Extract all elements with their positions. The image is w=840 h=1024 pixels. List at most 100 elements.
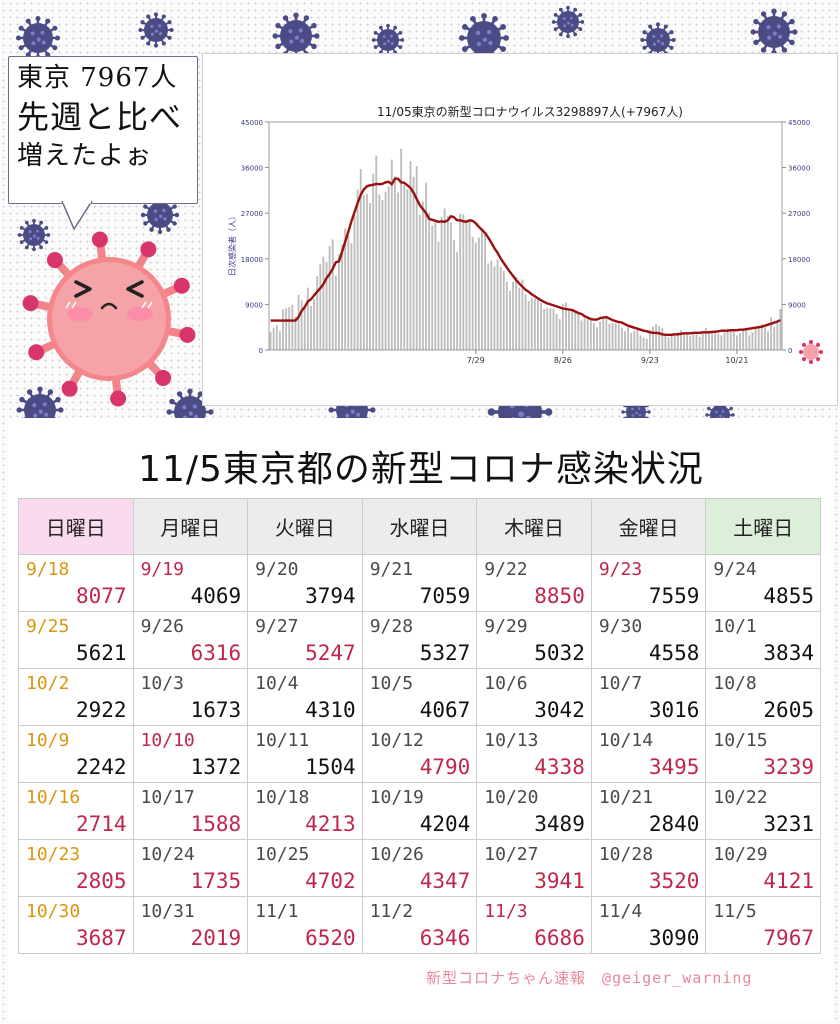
cell-case-count: 3489 [534, 812, 585, 836]
chart-bar [509, 290, 511, 350]
chart-bar [620, 328, 623, 350]
cell-date: 10/5 [369, 673, 414, 694]
table-cell: 10/22 3231 [706, 783, 821, 840]
weekday-header: 日曜日 [19, 499, 134, 555]
footer-credit: 新型コロナちゃん速報 @geiger_warning [426, 969, 753, 987]
cell-case-count: 7967 [763, 926, 814, 950]
chart-bar [285, 308, 288, 350]
chart-bar [409, 161, 412, 350]
x-tick-label: 8/26 [554, 356, 572, 365]
chart-bar [425, 182, 427, 350]
table-cell: 10/7 3016 [591, 669, 707, 726]
chart-bar [499, 266, 502, 350]
chart-bar [515, 277, 518, 350]
table-cell: 10/25 4702 [248, 840, 363, 897]
cell-case-count: 5621 [75, 641, 127, 665]
cell-date: 9/20 [255, 559, 299, 580]
cell-date: 10/25 [255, 844, 310, 865]
weekday-header: 月曜日 [133, 499, 249, 555]
cell-date: 10/12 [369, 730, 424, 751]
virus-decoration-icon [640, 22, 676, 58]
cell-date: 9/28 [369, 616, 414, 637]
chart-bar [428, 212, 431, 350]
chart-bar [421, 201, 424, 350]
cell-case-count: 3239 [763, 755, 814, 779]
chart-bar [645, 338, 648, 350]
cell-date: 9/29 [484, 616, 528, 637]
virus-decoration-icon [750, 8, 798, 56]
chart-bar [760, 324, 763, 350]
chart-bar [403, 185, 406, 350]
y-tick-label-left: 9000 [245, 301, 263, 309]
chart-bar [549, 308, 552, 350]
chart-bar [732, 331, 735, 350]
cell-case-count: 3016 [648, 698, 700, 722]
chart-bar [390, 159, 393, 350]
chart-bar [384, 191, 387, 350]
virus-decoration-icon [16, 386, 64, 420]
chart-bar [670, 334, 673, 350]
y-tick-label-left: 36000 [241, 165, 263, 173]
table-cell: 10/17 1588 [133, 783, 249, 840]
table-cell: 9/27 5247 [248, 612, 363, 669]
cell-case-count: 1372 [190, 755, 242, 779]
virus-decoration-icon [140, 195, 180, 235]
table-cell: 10/18 4213 [248, 783, 363, 840]
x-tick-label: 7/29 [467, 356, 485, 365]
table-cell: 10/23 2805 [19, 840, 134, 897]
x-tick-label: 9/23 [641, 356, 659, 365]
chart-bar [745, 328, 748, 350]
chart-bar [372, 173, 375, 350]
cell-date: 10/15 [713, 730, 768, 751]
cell-case-count: 4204 [419, 812, 471, 836]
cell-case-count: 4702 [305, 869, 356, 893]
table-cell: 10/4 4310 [248, 669, 363, 726]
chart-bar [412, 176, 415, 350]
cell-date: 9/25 [26, 616, 70, 637]
chart-bar [729, 330, 732, 350]
y-tick-label-left: 45000 [241, 119, 263, 127]
chart-bar [378, 194, 381, 350]
chart-bar [630, 332, 633, 350]
cell-case-count: 6316 [190, 641, 242, 665]
cell-case-count: 7559 [648, 584, 700, 608]
cell-case-count: 4338 [534, 755, 585, 779]
chart-bar [477, 237, 480, 350]
chart-bar [502, 270, 505, 350]
chart-bar [375, 155, 378, 350]
y-tick-label-right: 9000 [788, 301, 806, 309]
chart-bar [661, 328, 664, 350]
chart-bar [350, 243, 353, 350]
chart-bar [673, 333, 676, 350]
y-tick-label-right: 36000 [788, 165, 810, 173]
chart-bar [278, 331, 281, 350]
cell-case-count: 1588 [190, 812, 242, 836]
weekday-header: 火曜日 [248, 499, 363, 555]
cell-case-count: 6686 [534, 926, 585, 950]
chart-bar [652, 326, 654, 350]
chart-bar [459, 213, 462, 350]
cell-date: 10/24 [140, 844, 195, 865]
table-cell: 10/9 2242 [19, 726, 134, 783]
chart-bar [344, 228, 347, 350]
chart-bar [362, 194, 365, 350]
table-cell: 9/30 4558 [591, 612, 707, 669]
chart-bar [546, 307, 549, 350]
table-section: 11/5東京都の新型コロナ感染状況 日曜日 月曜日 火曜日 水曜日 木曜日 金曜日 土曜日 9… [8, 418, 834, 1022]
chart-bar [676, 332, 679, 350]
cell-case-count: 4310 [305, 698, 356, 722]
cell-case-count: 2922 [75, 698, 127, 722]
chart-bar [300, 300, 303, 350]
chart-bar [642, 337, 645, 350]
chart-bar [328, 246, 331, 350]
cell-case-count: 2714 [75, 812, 127, 836]
chart-bar [437, 241, 440, 350]
chart-bar [465, 219, 468, 350]
cell-date: 10/6 [484, 673, 528, 694]
virus-decoration-icon [138, 12, 174, 48]
chart-bar [524, 294, 527, 350]
chart-bar [533, 298, 536, 350]
cell-date: 9/26 [140, 616, 184, 637]
table-cell: 10/10 1372 [133, 726, 249, 783]
chart-bar [418, 214, 421, 350]
